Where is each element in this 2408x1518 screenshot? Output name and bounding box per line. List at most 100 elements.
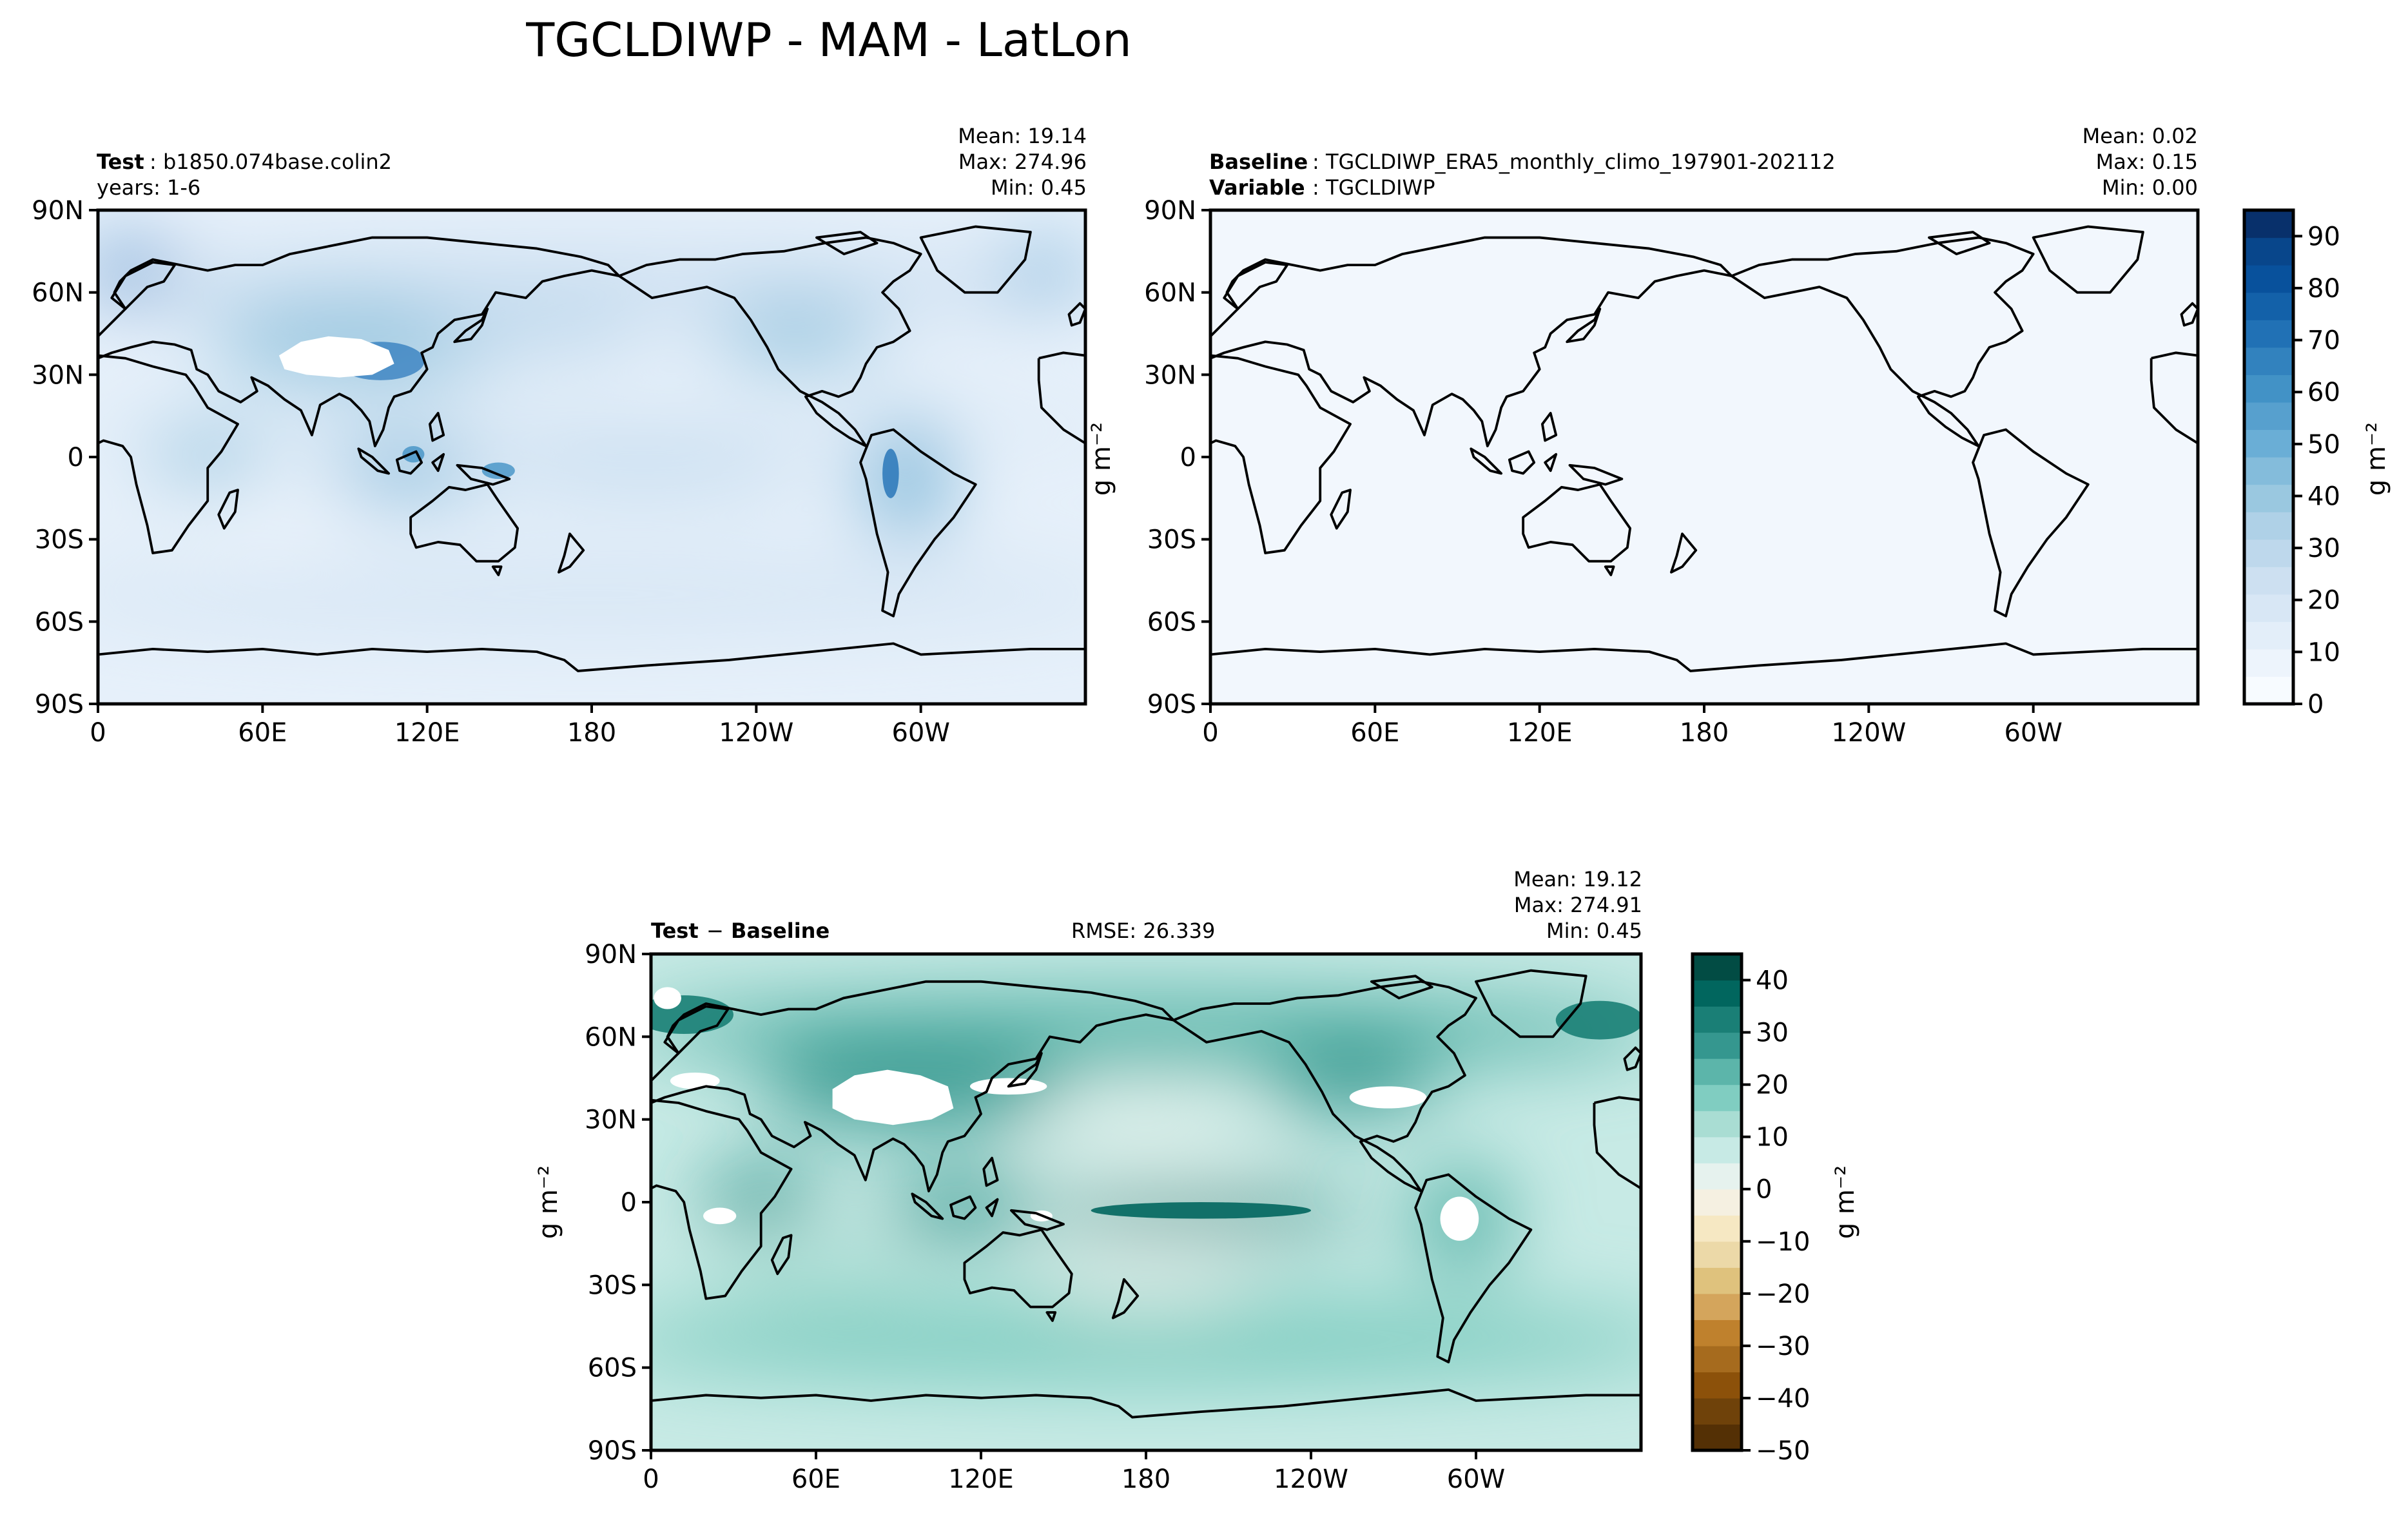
test-x-tick-label: 0 <box>90 718 106 748</box>
diff-colorbar-segment <box>1693 1293 1742 1320</box>
diff-max: Max: 274.91 <box>1514 893 1642 917</box>
test-map <box>98 210 1085 704</box>
diff-colorbar-segment <box>1693 1136 1742 1163</box>
diff-label-test: Test <box>651 919 699 943</box>
baseline-x-tick-label: 120E <box>1507 718 1573 748</box>
blue-colorbar: 90 80 70 60 50 40 30 20 10 0 g m⁻² <box>2242 208 2391 719</box>
blue-colorbar-tick-label: 30 <box>2307 534 2340 563</box>
diff-colorbar: 40 30 20 10 0 −10 −20 −30 −40 −50 g m⁻² <box>1691 952 1860 1466</box>
diff-colorbar-unit: g m⁻² <box>1830 1165 1860 1239</box>
blue-colorbar-segment <box>2244 567 2293 595</box>
figure-title: TGCLDIWP - MAM - LatLon <box>525 13 1131 67</box>
blue-colorbar-segment <box>2244 648 2293 677</box>
diff-colorbar-segment <box>1693 1058 1742 1085</box>
test-y-tick-label: 90N <box>32 196 84 226</box>
blue-colorbar-segment <box>2244 594 2293 622</box>
diff-y-tick-label: 30N <box>585 1105 637 1135</box>
blue-colorbar-segment <box>2244 621 2293 650</box>
blue-colorbar-segment <box>2244 320 2293 348</box>
baseline-min: Min: 0.00 <box>2102 175 2198 200</box>
test-panel: Test : b1850.074base.colin2 years: 1-6 M… <box>96 124 1087 706</box>
baseline-y-tick-label: 30S <box>1147 525 1196 555</box>
diff-colorbar-tick-label: 20 <box>1756 1071 1789 1100</box>
blue-colorbar-segment <box>2244 512 2293 540</box>
blue-colorbar-tick-label: 20 <box>2307 586 2340 616</box>
diff-x-tick-label: 60W <box>1447 1464 1505 1494</box>
diff-y-tick-label: 60N <box>585 1022 637 1052</box>
blue-colorbar-segment <box>2244 676 2293 705</box>
test-x-tick-label: 180 <box>567 718 616 748</box>
diff-rmse: RMSE: 26.339 <box>1071 919 1215 943</box>
diff-min: Min: 0.45 <box>1546 919 1642 943</box>
diff-colorbar-segment <box>1693 980 1742 1007</box>
diff-colorbar-tick-label: 30 <box>1756 1018 1789 1048</box>
baseline-y-tick-label: 0 <box>1180 443 1196 472</box>
blue-colorbar-tick-label: 80 <box>2307 274 2340 304</box>
diff-colorbar-segment <box>1693 954 1742 981</box>
test-x-tick-label: 120W <box>719 718 793 748</box>
diff-colorbar-segment <box>1693 1006 1742 1033</box>
baseline-x-tick-label: 60E <box>1350 718 1399 748</box>
blue-colorbar-unit: g m⁻² <box>2362 422 2391 496</box>
diff-colorbar-tick-label: 0 <box>1756 1175 1772 1205</box>
diff-colorbar-tick-label: −50 <box>1756 1436 1810 1466</box>
diff-x-tick-label: 0 <box>643 1464 659 1494</box>
test-label: Test <box>97 150 144 174</box>
test-x-tick-label: 120E <box>394 718 460 748</box>
diff-colorbar-tick-label: −10 <box>1756 1227 1810 1257</box>
diff-mean: Mean: 19.12 <box>1513 867 1642 891</box>
test-x-tick-label: 60E <box>238 718 287 748</box>
variable-label: Variable <box>1209 175 1305 200</box>
baseline-map <box>1210 210 2198 704</box>
test-min: Min: 0.45 <box>991 175 1087 200</box>
blue-colorbar-segment <box>2244 292 2293 320</box>
blue-colorbar-segment <box>2244 347 2293 375</box>
diff-colorbar-segment <box>1693 1084 1742 1111</box>
test-y-tick-label: 30N <box>32 360 84 390</box>
blue-colorbar-tick-label: 60 <box>2307 378 2340 407</box>
blue-colorbar-tick-label: 70 <box>2307 326 2340 356</box>
diff-colorbar-tick-label: −40 <box>1756 1384 1810 1414</box>
diff-y-tick-label: 90N <box>585 940 637 969</box>
diff-x-tick-label: 120W <box>1274 1464 1348 1494</box>
diff-colorbar-segment <box>1693 1163 1742 1190</box>
blue-colorbar-segment <box>2244 210 2293 238</box>
difference-panel: Test − Baseline RMSE: 26.339 Mean: 19.12… <box>534 867 1643 1452</box>
baseline-y-tick-label: 60N <box>1144 278 1196 308</box>
difference-map <box>651 954 1641 1450</box>
blue-colorbar-segment <box>2244 457 2293 485</box>
blue-colorbar-segment <box>2244 265 2293 293</box>
test-mean: Mean: 19.14 <box>958 124 1087 148</box>
diff-colorbar-segment <box>1693 1397 1742 1425</box>
baseline-case-name: : TGCLDIWP_ERA5_monthly_climo_197901-202… <box>1312 150 1836 174</box>
baseline-y-tick-label: 30N <box>1144 360 1196 390</box>
blue-colorbar-tick-label: 50 <box>2307 430 2340 460</box>
diff-colorbar-segment <box>1693 1111 1742 1138</box>
baseline-max: Max: 0.15 <box>2096 150 2198 174</box>
diff-colorbar-segment <box>1693 1215 1742 1242</box>
diff-colorbar-segment <box>1693 1345 1742 1373</box>
side-unit-label: g m⁻² <box>1087 422 1116 496</box>
variable-name: : TGCLDIWP <box>1312 175 1435 200</box>
blue-colorbar-segment <box>2244 539 2293 567</box>
blue-colorbar-frame <box>2242 208 2295 706</box>
diff-colorbar-tick-label: 40 <box>1756 966 1789 996</box>
test-y-tick-label: 60N <box>32 278 84 308</box>
baseline-panel: Baseline : TGCLDIWP_ERA5_monthly_climo_1… <box>1087 124 2200 706</box>
blue-colorbar-segment <box>2244 375 2293 403</box>
diff-colorbar-segment <box>1693 1424 1742 1451</box>
test-case-name: : b1850.074base.colin2 <box>150 150 392 174</box>
blue-colorbar-segment <box>2244 237 2293 266</box>
test-y-tick-label: 60S <box>35 607 84 637</box>
baseline-x-tick-label: 60W <box>2004 718 2062 748</box>
diff-x-tick-label: 60E <box>791 1464 840 1494</box>
diff-y-tick-label: 30S <box>588 1270 637 1300</box>
diff-colorbar-frame <box>1691 952 1743 1452</box>
baseline-x-tick-label: 120W <box>1831 718 1906 748</box>
diff-x-tick-label: 180 <box>1121 1464 1170 1494</box>
diff-label-baseline: Baseline <box>731 919 830 943</box>
baseline-x-tick-label: 180 <box>1680 718 1729 748</box>
test-x-tick-label: 60W <box>891 718 949 748</box>
baseline-y-tick-label: 90S <box>1147 690 1196 719</box>
